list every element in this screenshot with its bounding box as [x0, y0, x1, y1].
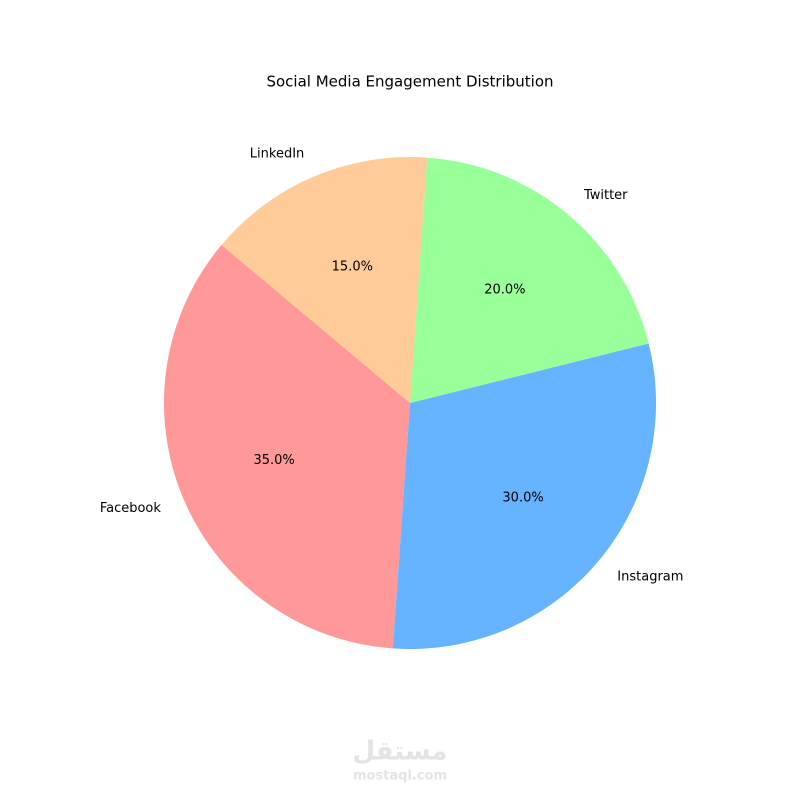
pie-slice [221, 156, 428, 403]
value-label: 20.0% [484, 282, 525, 297]
slice-label: Instagram [617, 569, 683, 584]
pie-slice [164, 244, 410, 649]
chart-title: Social Media Engagement Distribution [266, 73, 553, 91]
slice-label: Facebook [100, 501, 162, 516]
value-label: 30.0% [502, 490, 543, 505]
slice-label: LinkedIn [250, 146, 304, 161]
pie-slice [410, 157, 649, 403]
slice-label: Twitter [583, 188, 628, 203]
pie-slice [392, 343, 656, 649]
value-label: 15.0% [332, 260, 373, 275]
watermark: مستقل [352, 737, 447, 767]
watermark: mostaql.com [353, 769, 447, 784]
value-label: 35.0% [253, 453, 294, 468]
